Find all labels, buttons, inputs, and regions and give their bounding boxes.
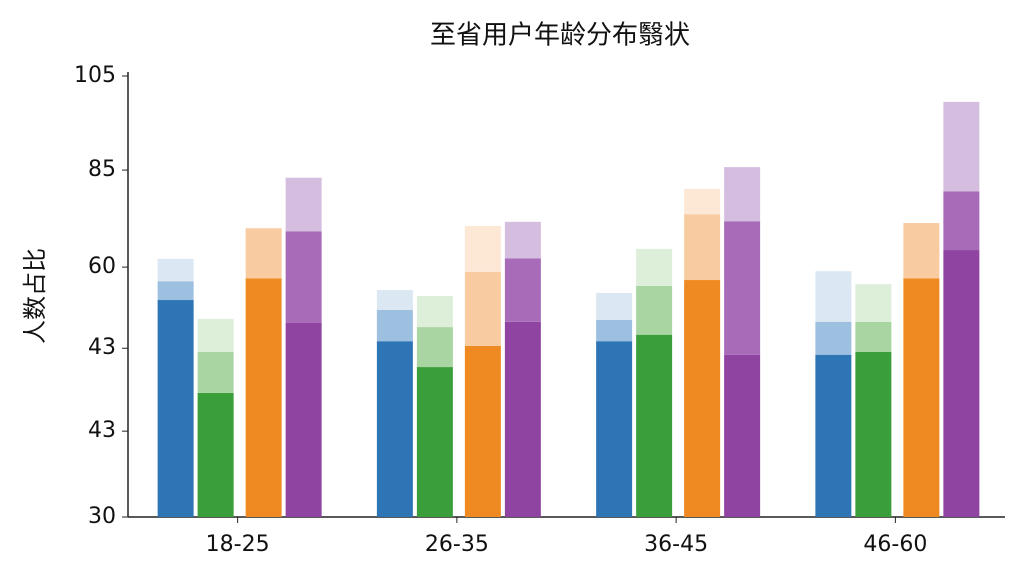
bar-segment	[416, 327, 453, 368]
bar-segment	[596, 341, 633, 517]
y-tick-label: 85	[88, 157, 116, 182]
bar-segment	[157, 300, 194, 517]
x-tick-label: 36-45	[644, 532, 708, 557]
bar-segment	[285, 177, 322, 232]
bar-segment	[197, 392, 234, 517]
bar-segment	[943, 101, 980, 192]
y-tick-label: 43	[88, 335, 116, 360]
bar-segment	[504, 221, 541, 259]
bar-segment	[464, 225, 501, 272]
bar-segment	[197, 351, 234, 393]
x-tick-label: 46-60	[863, 532, 927, 557]
bar-segment	[943, 191, 980, 251]
bar-segment	[245, 228, 282, 279]
bar-segment	[815, 354, 852, 517]
bar-segment	[636, 248, 673, 286]
bar-segment	[376, 341, 413, 517]
bar-segment	[596, 320, 633, 342]
bar-segment	[903, 223, 940, 279]
bar-segment	[855, 284, 892, 322]
bar-segment	[285, 231, 322, 323]
bar-segment	[416, 295, 453, 328]
x-tick-label: 26-35	[425, 532, 489, 557]
bar-segment	[376, 290, 413, 311]
bar-segment	[285, 322, 322, 517]
bar-segment	[684, 280, 721, 517]
y-tick-label: 43	[88, 418, 116, 443]
y-tick-label: 105	[74, 63, 116, 88]
bar-segment	[376, 310, 413, 342]
y-axis-label: 人数占比	[21, 248, 49, 344]
bar-segment	[855, 321, 892, 352]
chart-title: 至省用户年龄分布翳状	[430, 21, 690, 51]
y-tick-label: 30	[88, 504, 116, 529]
bar-segment	[416, 367, 453, 517]
bar-segment	[724, 354, 761, 517]
bar-segment	[504, 258, 541, 322]
bar-segment	[464, 271, 501, 346]
bar-segment	[903, 278, 940, 517]
bar-segment	[724, 221, 761, 355]
bar-segment	[684, 188, 721, 215]
bar-segment	[815, 271, 852, 322]
bar-segment	[636, 334, 673, 517]
bar-segment	[157, 258, 194, 282]
bar-segment	[684, 214, 721, 281]
bar-segment	[596, 292, 633, 321]
bar-segment	[636, 285, 673, 335]
y-tick-label: 60	[88, 254, 116, 279]
bar-segment	[943, 250, 980, 517]
bar-segment	[197, 318, 234, 352]
bar-segment	[157, 281, 194, 301]
bar-segment	[724, 167, 761, 222]
bar-segment	[464, 345, 501, 517]
x-tick-label: 18-25	[206, 532, 270, 557]
bar-segment	[504, 321, 541, 517]
bar-segment	[815, 321, 852, 355]
bar-segment	[855, 351, 892, 517]
bar-segment	[245, 278, 282, 517]
